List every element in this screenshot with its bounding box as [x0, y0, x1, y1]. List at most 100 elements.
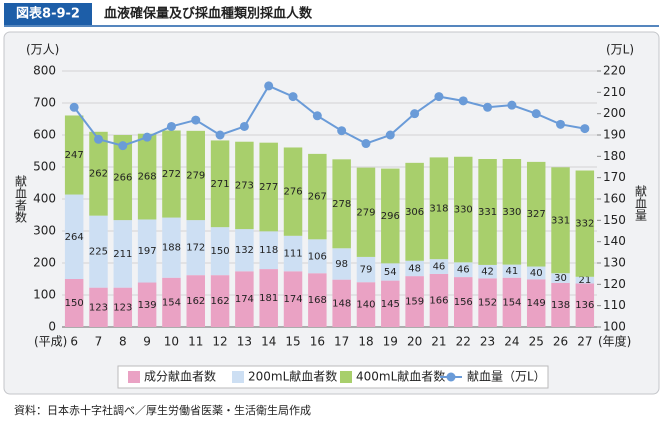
value-label: 140: [356, 300, 375, 311]
y-tick-label: 100: [33, 288, 56, 302]
value-label: 136: [575, 300, 594, 311]
bar-segment: [259, 231, 278, 270]
value-label: 188: [162, 243, 181, 254]
value-label: 149: [527, 298, 546, 309]
x-tick-label: 7: [95, 335, 103, 349]
x-tick-label: 12: [212, 335, 227, 349]
value-label: 30: [554, 273, 567, 284]
value-label: 296: [381, 211, 400, 222]
bar-segment: [89, 131, 108, 216]
value-label: 46: [433, 262, 446, 273]
bar-segment: [502, 277, 522, 327]
value-label: 273: [235, 180, 254, 191]
value-label: 197: [138, 246, 157, 257]
bar-segment: [478, 159, 497, 265]
x-tick-label: 6: [70, 335, 78, 349]
legend-swatch: [232, 371, 244, 383]
legend-label: 400mL献血者数: [356, 369, 445, 384]
bar-segment: [454, 156, 473, 263]
x-tick-label: 23: [480, 335, 495, 349]
y2-tick-label: 150: [603, 213, 626, 227]
bar-segment: [137, 133, 157, 220]
legend-label: 成分献血者数: [144, 369, 216, 384]
bar-segment: [186, 220, 205, 276]
line-point: [458, 96, 468, 106]
legend-label: 200mL献血者数: [248, 369, 337, 384]
y2-tick-label: 180: [603, 149, 626, 163]
value-label: 174: [283, 294, 302, 305]
bar-segment: [575, 283, 595, 327]
value-label: 266: [113, 173, 132, 184]
figure-badge: [4, 3, 92, 25]
x-tick-label: 11: [188, 335, 203, 349]
value-label: 211: [113, 249, 132, 260]
value-label: 166: [429, 295, 448, 306]
bar-segment: [356, 256, 376, 283]
value-label: 332: [575, 219, 594, 230]
value-label: 150: [65, 298, 84, 309]
bar-segment: [186, 275, 205, 327]
bar-segment: [113, 135, 133, 221]
value-label: 330: [502, 207, 521, 218]
x-tick-label: 19: [383, 335, 398, 349]
value-label: 98: [335, 259, 348, 270]
x-tick-label: 17: [334, 335, 349, 349]
bar-segment: [308, 239, 327, 274]
bar-segment: [113, 220, 133, 288]
bar-segment: [381, 168, 400, 264]
value-label: 271: [211, 179, 230, 190]
line: [73, 84, 586, 147]
value-label: 247: [65, 150, 84, 161]
line-point: [385, 130, 395, 140]
value-label: 162: [211, 296, 230, 307]
value-label: 150: [211, 246, 230, 257]
value-label: 318: [429, 203, 448, 214]
bar-segment: [356, 282, 376, 327]
value-label: 132: [235, 245, 254, 256]
x-suffix: (年度): [598, 334, 631, 349]
y2-tick-label: 100: [603, 320, 626, 334]
value-label: 278: [332, 199, 351, 210]
bar-segment: [429, 157, 449, 260]
value-label: 276: [283, 187, 302, 198]
value-label: 267: [308, 192, 327, 203]
line-point: [69, 102, 79, 112]
value-label: 123: [113, 302, 132, 313]
value-label: 330: [454, 205, 473, 216]
bar-segment: [381, 280, 400, 327]
value-label: 306: [405, 207, 424, 218]
y-title: 献血者数: [14, 174, 28, 224]
bar-segment: [89, 287, 108, 327]
bar-segment: [137, 282, 157, 327]
value-label: 272: [162, 169, 181, 180]
bar-segment: [235, 271, 254, 327]
x-tick-label: 16: [310, 335, 325, 349]
value-label: 48: [408, 263, 421, 274]
y-tick-label: 300: [33, 224, 56, 238]
bar-segment: [478, 278, 497, 327]
y2-tick-label: 170: [603, 170, 626, 184]
value-label: 327: [527, 209, 546, 220]
bar-segment: [259, 142, 278, 232]
legend-label: 献血量（万L）: [467, 369, 546, 384]
x-tick-label: 15: [285, 335, 300, 349]
bar-segment: [210, 227, 230, 276]
bar-segment: [429, 259, 449, 274]
value-label: 279: [186, 170, 205, 181]
value-label: 277: [259, 182, 278, 193]
bar-segment: [89, 215, 108, 288]
line-point: [337, 126, 347, 136]
x-tick-label: 27: [577, 335, 592, 349]
line-point: [580, 124, 590, 134]
legend-swatch: [340, 371, 352, 383]
value-label: 181: [259, 293, 278, 304]
value-label: 279: [356, 207, 375, 218]
x-tick-label: 25: [529, 335, 544, 349]
bar-segment: [283, 235, 303, 272]
x-tick-label: 22: [456, 335, 471, 349]
bar-segment: [162, 277, 181, 327]
figure-title: 血液確保量及び採血種類別採血人数: [104, 6, 313, 22]
bar-segment: [137, 219, 157, 283]
y2-tick-label: 160: [603, 192, 626, 206]
